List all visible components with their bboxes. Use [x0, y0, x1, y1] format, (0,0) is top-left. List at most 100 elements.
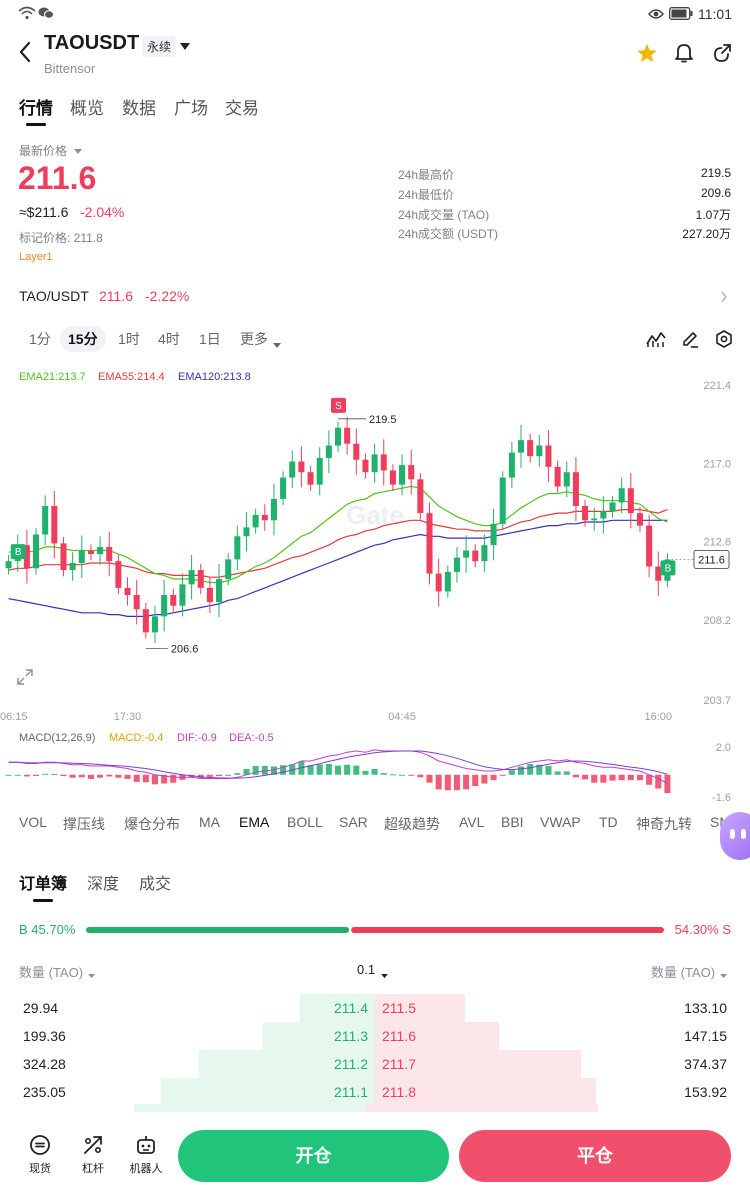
- tab-overview[interactable]: 概览: [70, 99, 104, 118]
- ema120-line: [8, 519, 668, 617]
- macd-bar: [399, 774, 406, 776]
- candle-body: [408, 465, 415, 480]
- close-position-button[interactable]: 平仓: [459, 1130, 731, 1182]
- candle-body: [97, 546, 104, 555]
- tab-orderbook[interactable]: 订单簿: [19, 876, 68, 893]
- tf-more[interactable]: 更多: [240, 331, 268, 347]
- open-position-button[interactable]: 开仓: [178, 1130, 449, 1182]
- candle-body: [591, 518, 598, 521]
- ind-vwap[interactable]: VWAP: [540, 814, 581, 830]
- draw-pen-icon[interactable]: [681, 330, 699, 353]
- ask-price[interactable]: 211.6: [382, 1028, 416, 1044]
- indicator-icon[interactable]: [646, 330, 666, 353]
- macd-tick-label: 2.0: [716, 742, 731, 754]
- back-icon[interactable]: [16, 40, 36, 69]
- tf-4h[interactable]: 4时: [158, 331, 180, 347]
- precision-select[interactable]: 0.1: [357, 962, 376, 977]
- kline-svg[interactable]: Gate EMA21:213.7 EMA55:214.4 EMA120:213.8 …: [0, 362, 750, 808]
- candle-body: [179, 584, 186, 606]
- ind-magic-nine[interactable]: 神奇九转: [636, 816, 692, 832]
- bid-price[interactable]: 211.2: [334, 1056, 368, 1072]
- macd-bar: [23, 774, 30, 777]
- caret-down-icon: [720, 966, 727, 984]
- ask-price[interactable]: 211.8: [382, 1084, 416, 1100]
- col-bid-qty[interactable]: 数量 (TAO): [19, 965, 84, 980]
- tf-1h[interactable]: 1时: [118, 331, 140, 347]
- expand-icon[interactable]: [16, 668, 34, 691]
- candle-body: [78, 550, 85, 563]
- ind-bbi[interactable]: BBI: [501, 814, 524, 830]
- macd-bar: [252, 766, 259, 775]
- candle-body: [243, 527, 250, 537]
- assistant-bubble[interactable]: [720, 812, 750, 860]
- robot-icon: [124, 1134, 168, 1160]
- macd-bar: [106, 774, 113, 777]
- bid-price[interactable]: 211.4: [334, 1000, 368, 1016]
- bid-price[interactable]: 211.1: [334, 1084, 368, 1100]
- tab-square[interactable]: 广场: [174, 99, 208, 118]
- tf-1m[interactable]: 1分: [29, 331, 51, 347]
- spot-button[interactable]: 现货: [18, 1134, 62, 1176]
- candle-body: [618, 488, 625, 503]
- macd-legend-item: DEA:-0.5: [229, 732, 274, 744]
- macd-bar: [344, 764, 351, 775]
- ind-avl[interactable]: AVL: [459, 814, 485, 830]
- orderbook-row[interactable]: 324.28 211.2 211.7 374.37: [0, 1050, 750, 1078]
- symbol-title[interactable]: TAOUSDT: [44, 32, 140, 54]
- leverage-label: 杠杆: [82, 1163, 104, 1175]
- ind-support-resistance[interactable]: 撑压线: [63, 816, 105, 832]
- tab-trade[interactable]: 交易: [225, 99, 259, 118]
- bell-icon[interactable]: [674, 42, 694, 69]
- macd-bar: [270, 766, 277, 775]
- orderbook-row[interactable]: 235.05 211.1 211.8 153.92: [0, 1078, 750, 1106]
- ind-sar[interactable]: SAR: [339, 814, 368, 830]
- candle-body: [554, 466, 561, 487]
- tab-trades[interactable]: 成交: [139, 876, 172, 893]
- star-icon[interactable]: [636, 42, 658, 69]
- share-icon[interactable]: [711, 42, 733, 69]
- tab-data[interactable]: 数据: [122, 99, 156, 118]
- macd-bar: [426, 774, 433, 783]
- candle-body: [636, 513, 643, 526]
- tf-15m[interactable]: 15分: [60, 326, 106, 352]
- col-ask-qty[interactable]: 数量 (TAO): [651, 965, 716, 980]
- orderbook-row[interactable]: 199.36 211.3 211.6 147.15: [0, 1022, 750, 1050]
- robot-button[interactable]: 机器人: [124, 1134, 168, 1176]
- macd-tick-label: -1.6: [712, 792, 731, 804]
- sector-tag[interactable]: Layer1: [19, 251, 53, 263]
- y-tick-label: 217.0: [703, 458, 731, 470]
- tab-market[interactable]: 行情: [19, 99, 53, 118]
- y-tick-label: 221.4: [703, 380, 731, 392]
- candle-body: [289, 461, 296, 478]
- y-tick-label: 203.7: [703, 695, 731, 707]
- ind-td[interactable]: TD: [599, 814, 618, 830]
- settings-icon[interactable]: [715, 330, 733, 353]
- candle-body: [380, 454, 387, 471]
- ind-vol[interactable]: VOL: [19, 814, 48, 830]
- ind-ma[interactable]: MA: [199, 814, 220, 830]
- orderbook-row[interactable]: 29.94 211.4 211.5 133.10: [0, 994, 750, 1022]
- orderbook-row-partial: [134, 1104, 598, 1112]
- tf-1d[interactable]: 1日: [199, 331, 221, 347]
- spot-pair-row[interactable]: TAO/USDT 211.6 -2.22%: [0, 280, 750, 312]
- macd-legend-item: MACD(12,26,9): [19, 732, 95, 744]
- last-price-label[interactable]: 最新价格: [19, 144, 68, 158]
- ind-supertrend[interactable]: 超级趋势: [384, 816, 440, 832]
- leverage-button[interactable]: 杠杆: [71, 1134, 115, 1176]
- ind-ema[interactable]: EMA: [239, 814, 270, 830]
- kline-chart[interactable]: Gate EMA21:213.7 EMA55:214.4 EMA120:213.8 …: [0, 362, 750, 808]
- ema-legend-item: EMA55:214.4: [98, 371, 165, 383]
- candle-body: [69, 562, 76, 571]
- tab-depth[interactable]: 深度: [87, 876, 120, 893]
- caret-down-icon[interactable]: [180, 38, 190, 56]
- bid-price[interactable]: 211.3: [334, 1028, 368, 1044]
- ind-boll[interactable]: BOLL: [287, 814, 323, 830]
- candle-body: [334, 427, 342, 446]
- ask-price[interactable]: 211.7: [382, 1056, 416, 1072]
- macd-bar: [353, 765, 360, 775]
- ask-price[interactable]: 211.5: [382, 1000, 416, 1016]
- trade-marker-label: B: [665, 563, 672, 574]
- ind-liquidation[interactable]: 爆仓分布: [124, 816, 180, 832]
- macd-bar: [591, 774, 598, 783]
- buy-sell-ratio: B 45.70% 54.30% S: [0, 920, 750, 940]
